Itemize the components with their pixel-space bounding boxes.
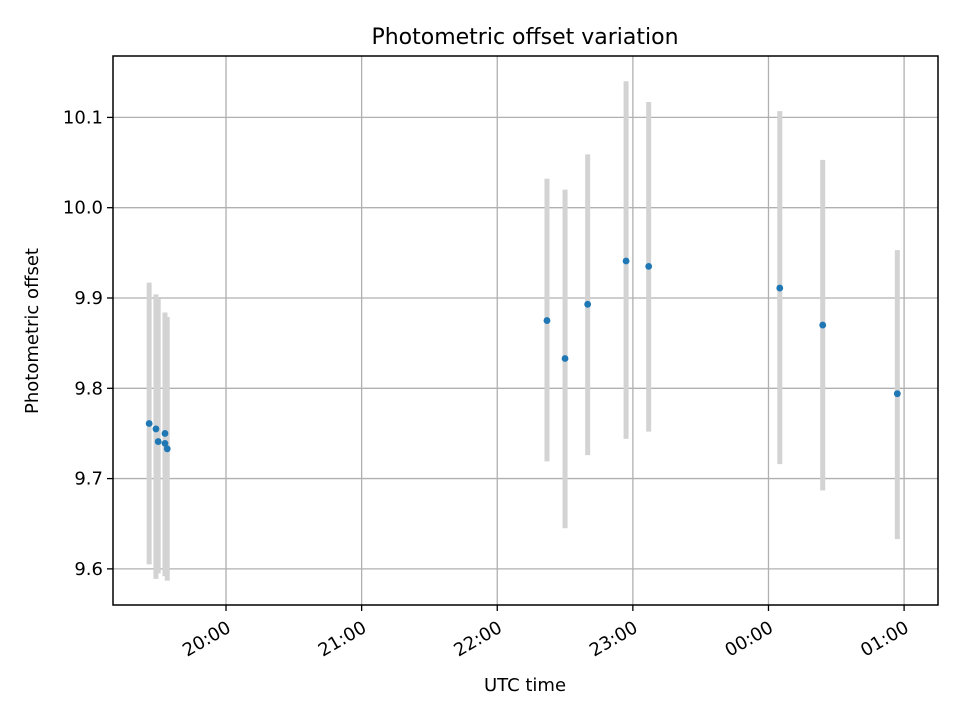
data-points — [145, 257, 901, 453]
y-tick-label: 10.1 — [63, 107, 103, 128]
data-point — [584, 300, 592, 308]
y-tick-label: 10.0 — [63, 198, 103, 219]
y-tick-label: 9.6 — [74, 559, 103, 580]
data-point — [561, 355, 569, 362]
data-point — [145, 420, 153, 427]
y-axis-label: Photometric offset — [22, 248, 43, 414]
data-point — [819, 321, 827, 329]
plot-area-frame — [112, 55, 939, 606]
data-point — [161, 430, 169, 437]
y-tick-label: 9.7 — [74, 469, 103, 490]
y-tick-label: 9.8 — [74, 378, 103, 399]
chart-title: Photometric offset variation — [371, 25, 678, 50]
data-point — [163, 445, 171, 453]
data-point — [154, 438, 162, 445]
y-axis-ticks: 9.6 9.7 9.8 9.9 10.0 10.1 — [63, 107, 113, 580]
data-point — [645, 262, 653, 270]
data-point — [622, 257, 630, 265]
data-point — [776, 284, 784, 292]
x-axis-label: UTC time — [484, 675, 566, 696]
data-point — [152, 425, 160, 433]
data-point — [161, 439, 169, 447]
data-point — [893, 390, 901, 398]
y-tick-label: 9.9 — [74, 288, 103, 309]
grid-lines — [113, 56, 938, 605]
data-point — [543, 317, 551, 324]
